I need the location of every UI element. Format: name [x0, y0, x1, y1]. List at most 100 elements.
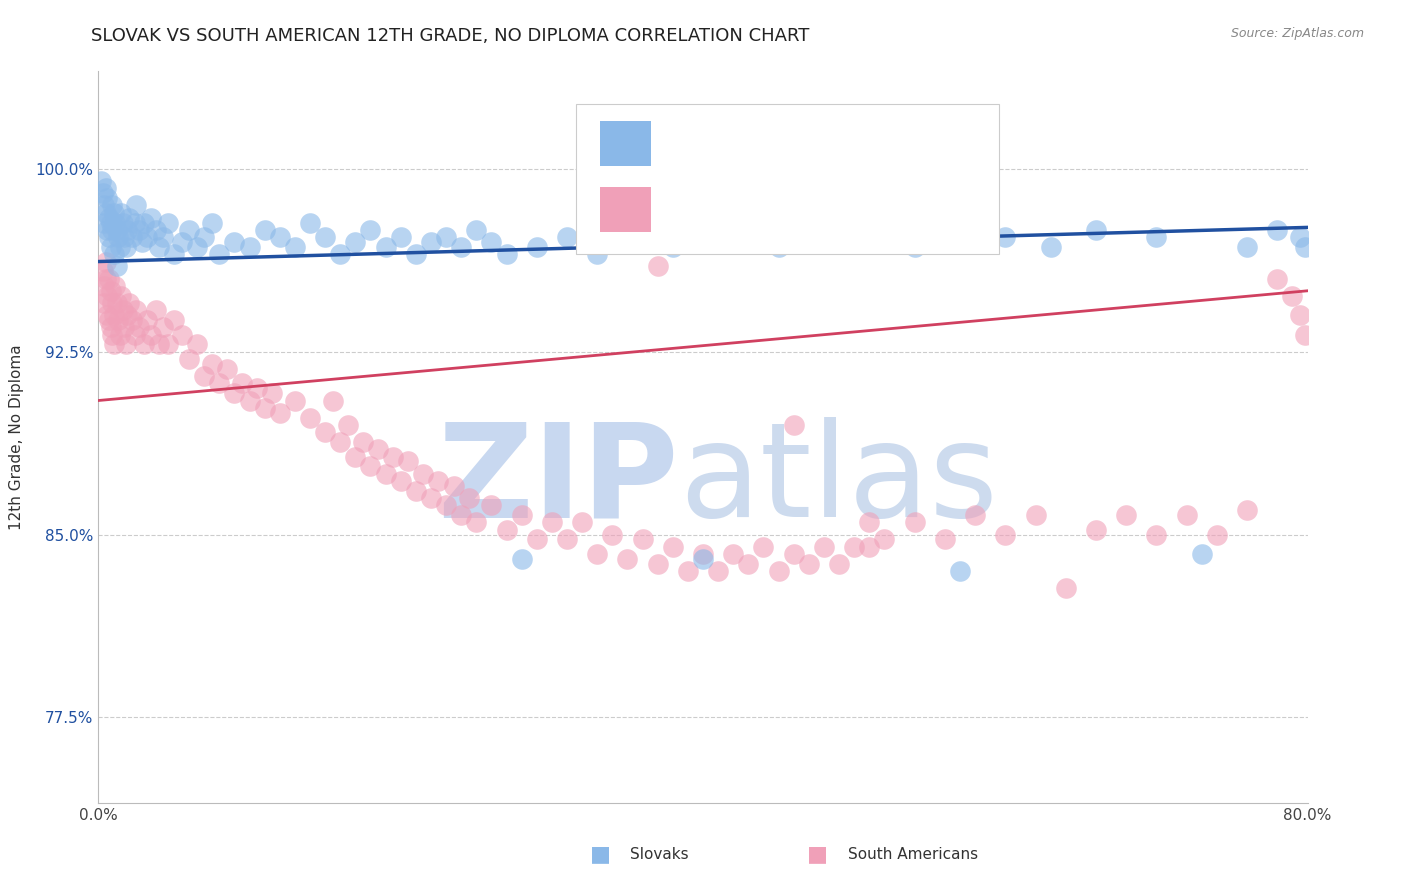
- Point: [1054, 581, 1077, 595]
- Point: [813, 223, 835, 237]
- Point: [152, 320, 174, 334]
- Point: [253, 401, 276, 415]
- Point: [352, 434, 374, 449]
- Point: [844, 540, 866, 554]
- Point: [107, 230, 129, 244]
- Point: [128, 320, 150, 334]
- Point: [661, 540, 683, 554]
- Point: [98, 230, 121, 244]
- Point: [1085, 523, 1108, 537]
- Point: [1206, 527, 1229, 541]
- Point: [768, 240, 790, 254]
- Point: [783, 547, 806, 561]
- Point: [115, 223, 138, 237]
- Point: [179, 223, 201, 237]
- Point: [284, 240, 307, 254]
- Point: [112, 320, 135, 334]
- Point: [692, 547, 714, 561]
- Point: [322, 393, 344, 408]
- Point: [103, 247, 125, 261]
- Point: [1085, 223, 1108, 237]
- Point: [94, 206, 117, 220]
- Text: 116: 116: [855, 198, 891, 216]
- Point: [148, 337, 170, 351]
- Point: [269, 406, 291, 420]
- Point: [314, 230, 336, 244]
- Point: [904, 516, 927, 530]
- Point: [540, 516, 562, 530]
- Point: [135, 313, 157, 327]
- Point: [420, 235, 443, 249]
- Point: [692, 552, 714, 566]
- Point: [179, 352, 201, 367]
- Point: [374, 467, 396, 481]
- Point: [121, 313, 143, 327]
- Point: [797, 557, 820, 571]
- Point: [676, 564, 699, 578]
- Point: [1236, 240, 1258, 254]
- Point: [647, 557, 669, 571]
- Point: [163, 247, 186, 261]
- Y-axis label: 12th Grade, No Diploma: 12th Grade, No Diploma: [10, 344, 24, 530]
- Point: [737, 557, 759, 571]
- Point: [262, 386, 284, 401]
- Point: [105, 296, 128, 310]
- Point: [156, 337, 179, 351]
- Point: [631, 533, 654, 547]
- Point: [131, 235, 153, 249]
- Point: [104, 279, 127, 293]
- Point: [105, 223, 128, 237]
- Point: [239, 393, 262, 408]
- Point: [450, 240, 472, 254]
- Point: [132, 337, 155, 351]
- Point: [299, 215, 322, 229]
- Point: [111, 303, 134, 318]
- Point: [526, 240, 548, 254]
- Point: [389, 230, 412, 244]
- Point: [965, 508, 987, 522]
- Point: [526, 533, 548, 547]
- Point: [510, 552, 533, 566]
- Point: [114, 337, 136, 351]
- Point: [170, 327, 193, 342]
- Point: [231, 376, 253, 391]
- Point: [156, 215, 179, 229]
- Point: [336, 417, 359, 432]
- Point: [661, 240, 683, 254]
- Point: [495, 247, 517, 261]
- Point: [783, 417, 806, 432]
- Text: 89: 89: [855, 132, 879, 150]
- Point: [135, 230, 157, 244]
- Text: South Americans: South Americans: [848, 847, 979, 862]
- Point: [1289, 308, 1312, 322]
- Point: [1144, 527, 1167, 541]
- Point: [1175, 508, 1198, 522]
- Point: [208, 376, 231, 391]
- Point: [457, 491, 479, 505]
- Point: [768, 564, 790, 578]
- Point: [100, 284, 122, 298]
- Point: [103, 308, 125, 322]
- Point: [994, 527, 1017, 541]
- Point: [94, 271, 117, 285]
- Point: [103, 206, 125, 220]
- Point: [124, 215, 146, 229]
- Point: [481, 235, 503, 249]
- Text: SLOVAK VS SOUTH AMERICAN 12TH GRADE, NO DIPLOMA CORRELATION CHART: SLOVAK VS SOUTH AMERICAN 12TH GRADE, NO …: [91, 27, 810, 45]
- Point: [1191, 547, 1213, 561]
- Point: [367, 442, 389, 457]
- Point: [98, 211, 121, 225]
- Point: [813, 540, 835, 554]
- Point: [108, 327, 131, 342]
- Point: [707, 564, 730, 578]
- Text: 0.143: 0.143: [724, 198, 782, 216]
- Text: atlas: atlas: [679, 417, 998, 544]
- Point: [103, 337, 125, 351]
- Point: [224, 386, 246, 401]
- Point: [344, 235, 367, 249]
- Point: [96, 191, 118, 205]
- Point: [1281, 288, 1303, 302]
- Point: [96, 223, 118, 237]
- Point: [360, 223, 382, 237]
- Point: [224, 235, 246, 249]
